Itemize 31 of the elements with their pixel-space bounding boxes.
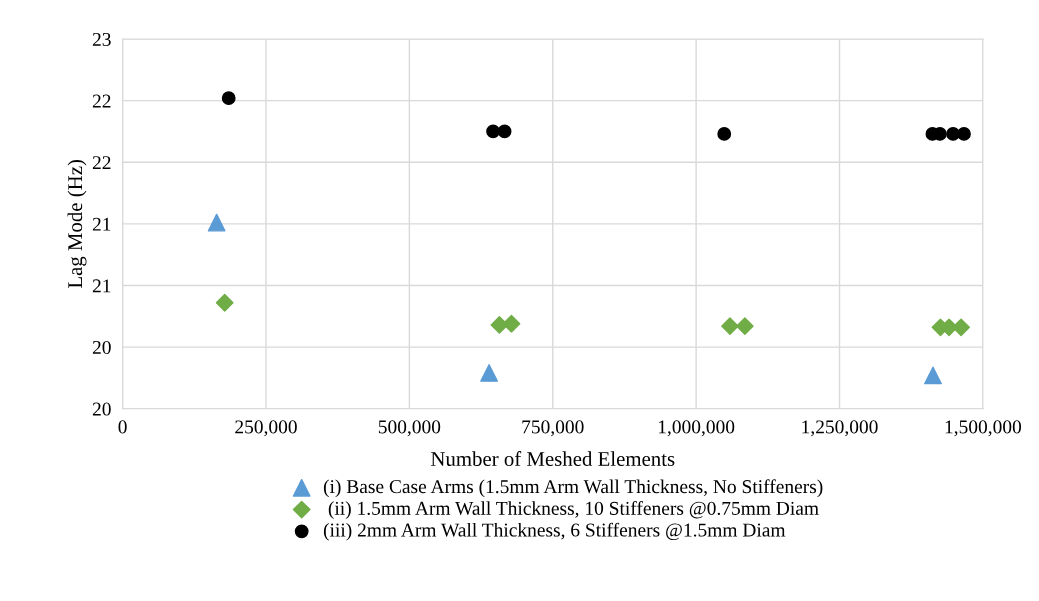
point xyxy=(486,124,501,139)
legend-label: (i) Base Case Arms (1.5mm Arm Wall Thickness, No Stiffeners) xyxy=(323,479,823,498)
x-tick-label: 1,000,000 xyxy=(658,420,735,437)
legend-label: (iii) 2mm Arm Wall Thickness, 6 Stiffeners @1.5mm Diam xyxy=(323,522,786,541)
y-tick-label: 22 xyxy=(92,94,111,108)
y-tick-label: 20 xyxy=(92,402,111,416)
point xyxy=(207,213,226,232)
x-tick-label: 0 xyxy=(118,420,127,434)
y-tick-label: 23 xyxy=(92,32,111,46)
x-axis-title: Number of Meshed Elements xyxy=(430,451,675,466)
point xyxy=(735,317,754,336)
y-axis-title: Lag Mode (Hz) xyxy=(67,160,87,289)
point xyxy=(721,317,739,336)
x-tick-label: 500,000 xyxy=(378,420,441,437)
point xyxy=(221,91,236,106)
y-tick-label: 20 xyxy=(92,340,111,355)
x-tick-label: 1,250,000 xyxy=(802,420,878,437)
legend-label: (ii) 1.5mm Arm Wall Thickness, 10 Stiffeners @0.75mm Diam xyxy=(328,501,819,519)
point xyxy=(480,364,498,382)
point xyxy=(717,127,732,141)
y-tick-label: 21 xyxy=(92,279,111,293)
y-tick-label: 22 xyxy=(92,156,111,170)
x-tick-label: 1,500,000 xyxy=(945,420,1022,437)
x-tick-label: 250,000 xyxy=(235,420,297,437)
point xyxy=(957,127,971,141)
y-tick-label: 21 xyxy=(92,217,111,231)
point xyxy=(924,366,942,385)
point xyxy=(215,293,234,312)
point xyxy=(497,124,512,139)
point xyxy=(946,127,960,141)
x-tick-label: 750,000 xyxy=(522,420,584,437)
